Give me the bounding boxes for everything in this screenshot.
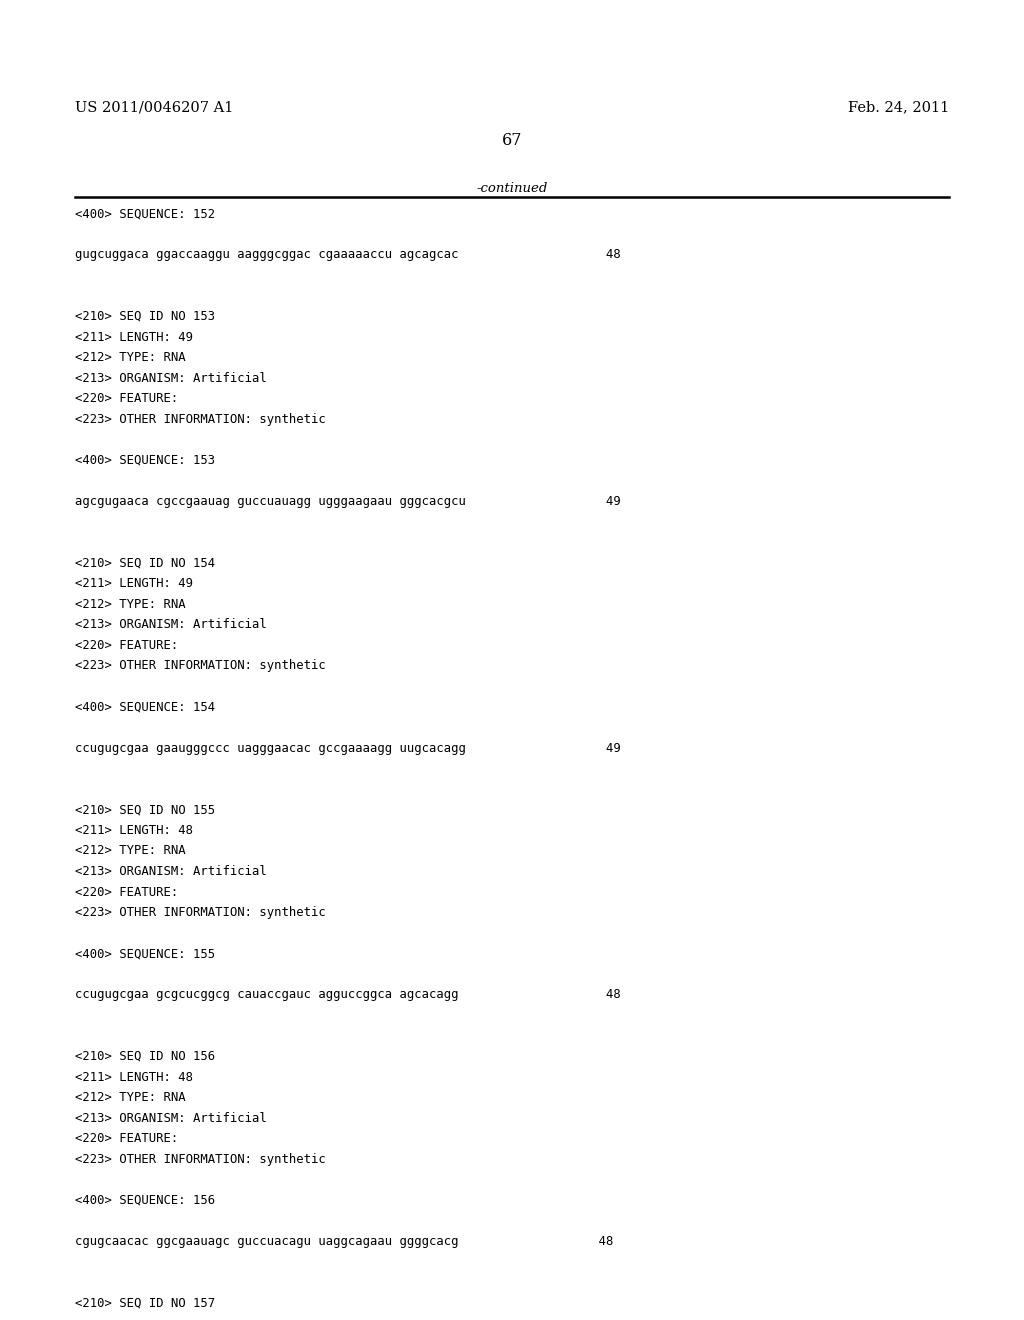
Text: <400> SEQUENCE: 156: <400> SEQUENCE: 156 xyxy=(75,1193,215,1206)
Text: <400> SEQUENCE: 154: <400> SEQUENCE: 154 xyxy=(75,701,215,714)
Text: <223> OTHER INFORMATION: synthetic: <223> OTHER INFORMATION: synthetic xyxy=(75,906,326,919)
Text: <220> FEATURE:: <220> FEATURE: xyxy=(75,639,178,652)
Text: <210> SEQ ID NO 157: <210> SEQ ID NO 157 xyxy=(75,1296,215,1309)
Text: <400> SEQUENCE: 153: <400> SEQUENCE: 153 xyxy=(75,454,215,467)
Text: Feb. 24, 2011: Feb. 24, 2011 xyxy=(848,100,949,115)
Text: gugcuggaca ggaccaaggu aagggcggac cgaaaaaccu agcagcac                    48: gugcuggaca ggaccaaggu aagggcggac cgaaaaa… xyxy=(75,248,621,261)
Text: <212> TYPE: RNA: <212> TYPE: RNA xyxy=(75,351,185,364)
Text: <213> ORGANISM: Artificial: <213> ORGANISM: Artificial xyxy=(75,865,266,878)
Text: <213> ORGANISM: Artificial: <213> ORGANISM: Artificial xyxy=(75,618,266,631)
Text: <210> SEQ ID NO 154: <210> SEQ ID NO 154 xyxy=(75,557,215,570)
Text: <213> ORGANISM: Artificial: <213> ORGANISM: Artificial xyxy=(75,372,266,384)
Text: <400> SEQUENCE: 155: <400> SEQUENCE: 155 xyxy=(75,948,215,960)
Text: <211> LENGTH: 48: <211> LENGTH: 48 xyxy=(75,824,193,837)
Text: 67: 67 xyxy=(502,132,522,149)
Text: US 2011/0046207 A1: US 2011/0046207 A1 xyxy=(75,100,233,115)
Text: <220> FEATURE:: <220> FEATURE: xyxy=(75,392,178,405)
Text: <220> FEATURE:: <220> FEATURE: xyxy=(75,1133,178,1146)
Text: <211> LENGTH: 49: <211> LENGTH: 49 xyxy=(75,330,193,343)
Text: <400> SEQUENCE: 152: <400> SEQUENCE: 152 xyxy=(75,207,215,220)
Text: <213> ORGANISM: Artificial: <213> ORGANISM: Artificial xyxy=(75,1111,266,1125)
Text: ccugugcgaa gcgcucggcg cauaccgauc agguccggca agcacagg                    48: ccugugcgaa gcgcucggcg cauaccgauc agguccg… xyxy=(75,989,621,1002)
Text: <211> LENGTH: 48: <211> LENGTH: 48 xyxy=(75,1071,193,1084)
Text: <210> SEQ ID NO 155: <210> SEQ ID NO 155 xyxy=(75,804,215,816)
Text: <210> SEQ ID NO 156: <210> SEQ ID NO 156 xyxy=(75,1049,215,1063)
Text: -continued: -continued xyxy=(476,182,548,195)
Text: <210> SEQ ID NO 153: <210> SEQ ID NO 153 xyxy=(75,310,215,323)
Text: <223> OTHER INFORMATION: synthetic: <223> OTHER INFORMATION: synthetic xyxy=(75,413,326,426)
Text: <212> TYPE: RNA: <212> TYPE: RNA xyxy=(75,1092,185,1104)
Text: cgugcaacac ggcgaauagc guccuacagu uaggcagaau ggggcacg                   48: cgugcaacac ggcgaauagc guccuacagu uaggcag… xyxy=(75,1236,613,1247)
Text: <223> OTHER INFORMATION: synthetic: <223> OTHER INFORMATION: synthetic xyxy=(75,1152,326,1166)
Text: <220> FEATURE:: <220> FEATURE: xyxy=(75,886,178,899)
Text: ccugugcgaa gaaugggccc uagggaacac gccgaaaagg uugcacagg                   49: ccugugcgaa gaaugggccc uagggaacac gccgaaa… xyxy=(75,742,621,755)
Text: <223> OTHER INFORMATION: synthetic: <223> OTHER INFORMATION: synthetic xyxy=(75,660,326,672)
Text: <211> LENGTH: 49: <211> LENGTH: 49 xyxy=(75,577,193,590)
Text: <212> TYPE: RNA: <212> TYPE: RNA xyxy=(75,598,185,611)
Text: agcgugaaca cgccgaauag guccuauagg ugggaagaau gggcacgcu                   49: agcgugaaca cgccgaauag guccuauagg ugggaag… xyxy=(75,495,621,508)
Text: <212> TYPE: RNA: <212> TYPE: RNA xyxy=(75,845,185,858)
